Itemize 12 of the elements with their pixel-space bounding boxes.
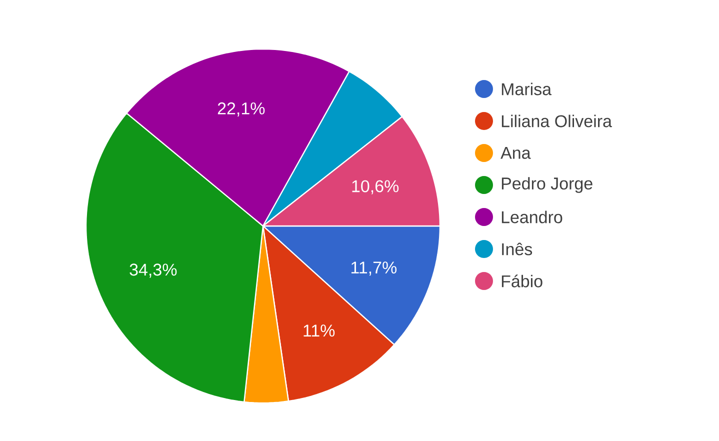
data-label: 34,3% bbox=[130, 264, 177, 278]
legend-label: Pedro Jorge bbox=[502, 177, 592, 193]
legend-label: Leandro bbox=[502, 210, 562, 224]
data-label: 11% bbox=[304, 324, 335, 337]
legend-label: Fábio bbox=[502, 274, 542, 288]
legend-label: Liliana Oliveira bbox=[502, 114, 612, 128]
legend-label: Marisa bbox=[502, 82, 552, 96]
legend-label: Ana bbox=[500, 147, 531, 159]
data-label: 11,7% bbox=[351, 262, 397, 276]
data-label: 10,6% bbox=[352, 180, 399, 194]
legend-label: Inês bbox=[502, 242, 532, 256]
data-label: 22,1% bbox=[218, 102, 265, 116]
